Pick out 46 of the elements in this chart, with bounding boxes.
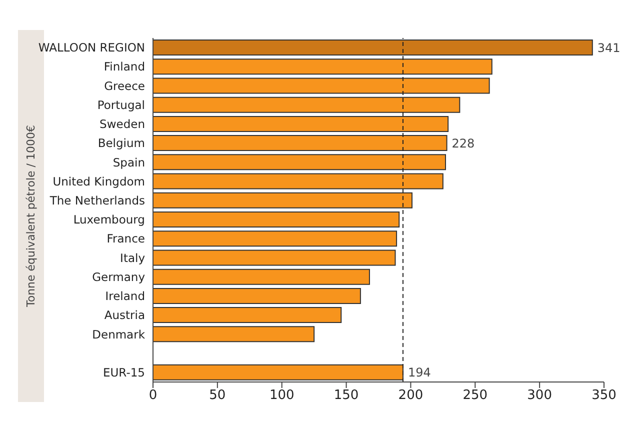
- data-label: 194: [408, 366, 431, 380]
- y-tick-label: WALLOON REGION: [38, 40, 145, 55]
- x-tick-label: 350: [592, 388, 616, 404]
- bar: [153, 250, 396, 266]
- data-label: 228: [452, 136, 475, 150]
- bar: [153, 326, 315, 342]
- y-tick-label: Denmark: [92, 327, 146, 342]
- bar: [153, 135, 448, 152]
- x-tick-label: 0: [148, 388, 158, 404]
- y-tick-label: United Kingdom: [52, 174, 145, 188]
- x-tick-label: 100: [269, 388, 294, 404]
- bar: [153, 307, 342, 324]
- bar: [153, 230, 398, 247]
- y-tick-label: Luxembourg: [73, 212, 145, 227]
- bar: [153, 173, 444, 190]
- y-tick-label: Finland: [104, 60, 145, 74]
- y-tick-label: Ireland: [105, 289, 145, 304]
- y-tick-label: Portugal: [97, 98, 145, 112]
- x-tick-label: 200: [398, 388, 424, 404]
- bar: [153, 364, 404, 380]
- bar: [153, 78, 490, 94]
- y-tick-label: Spain: [112, 155, 145, 170]
- y-tick-label: Belgium: [98, 136, 145, 150]
- y-tick-label: Germany: [92, 270, 146, 284]
- x-tick-label: 300: [527, 388, 552, 404]
- bar: [153, 40, 593, 56]
- x-tick-label: 50: [209, 388, 226, 404]
- bar: [153, 192, 413, 208]
- bar: [153, 212, 400, 228]
- bar: [153, 268, 370, 285]
- y-tick-label: The Netherlands: [48, 194, 145, 208]
- y-tick-label: Greece: [104, 78, 145, 93]
- y-tick-label: Sweden: [100, 117, 145, 132]
- bar: [153, 96, 460, 113]
- data-label: 341: [597, 40, 620, 55]
- y-tick-label: Italy: [120, 250, 146, 265]
- y-tick-label: Austria: [104, 308, 145, 322]
- x-tick-label: 250: [462, 388, 488, 404]
- y-axis-title: Tonne équivalent pétrole / 1000€: [24, 124, 38, 308]
- bar: [153, 116, 449, 132]
- x-tick-label: 150: [334, 388, 359, 404]
- y-tick-label: France: [106, 232, 145, 246]
- bar: [153, 154, 446, 170]
- y-tick-label: EUR-15: [103, 366, 145, 380]
- bar: [153, 288, 361, 304]
- bar: [153, 58, 492, 75]
